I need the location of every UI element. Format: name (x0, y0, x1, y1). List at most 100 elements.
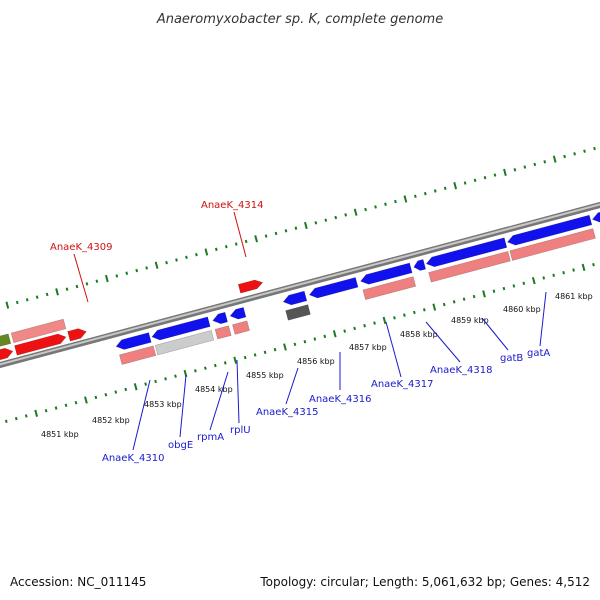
ruler-minor-tick (35, 295, 39, 299)
reverse-gene-arrow (212, 311, 228, 325)
leader-gata (539, 291, 547, 347)
leader-anaek-4315 (285, 367, 299, 405)
ruler-major-tick (353, 208, 358, 216)
ruler-minor-tick (334, 215, 338, 220)
genome-track (0, 146, 600, 423)
map-title: Anaeromyxobacter sp. K, complete genome (156, 12, 443, 27)
ruler-major-tick (453, 182, 458, 190)
accession-text: Accession: NC_011145 (10, 575, 146, 589)
ruler-minor-tick (195, 252, 198, 257)
reverse-gene-arrow (115, 332, 152, 350)
ruler-minor-tick (104, 393, 108, 397)
ruler-minor-tick (573, 152, 576, 156)
ruler-minor-tick (552, 273, 556, 278)
reverse-gene-arrow (151, 316, 211, 341)
forward-gene-arrow (0, 347, 14, 366)
ruler-minor-tick (25, 298, 29, 302)
reverse-gene-arrow (413, 259, 427, 271)
ruler-minor-tick (593, 146, 596, 151)
ruler-minor-tick (125, 271, 129, 275)
ruler-major-tick (233, 356, 238, 364)
ruler-major-tick (382, 316, 387, 325)
ruler-minor-tick (85, 282, 89, 286)
kbp-label-4853: 4853 kbp (144, 400, 182, 409)
ruler-major-tick (332, 330, 337, 338)
gene-label-gatb: gatB (500, 353, 523, 364)
reverse-gene-arrow (308, 277, 359, 299)
label-leaders (73, 211, 547, 451)
ruler-minor-tick (223, 361, 227, 365)
ruler-minor-tick (513, 168, 517, 172)
ruler-minor-tick (492, 289, 496, 293)
ruler-minor-tick (65, 287, 69, 291)
kbp-label-4860: 4860 kbp (503, 305, 541, 314)
ruler-minor-tick (442, 302, 446, 307)
ruler-major-tick (283, 343, 287, 351)
ruler-minor-tick (213, 363, 217, 368)
ruler-minor-tick (324, 218, 328, 222)
ruler-minor-tick (394, 199, 397, 204)
ruler-minor-tick (253, 353, 257, 357)
ruler-minor-tick (174, 374, 177, 378)
ruler-minor-tick (263, 350, 267, 354)
gene-label-anaek-4315: AnaeK_4315 (256, 407, 318, 418)
ruler-minor-tick (273, 347, 277, 352)
forward-gene-arrow (14, 333, 67, 356)
gene-label-rplu: rplU (230, 425, 251, 436)
ruler-minor-tick (473, 178, 477, 183)
ruler-minor-tick (185, 255, 188, 260)
gene-labels: AnaeK_4309 AnaeK_4314 AnaeK_4310 obgE rp… (50, 200, 550, 464)
kbp-labels: 4851 kbp 4852 kbp 4853 kbp 4854 kbp 4855… (41, 292, 593, 439)
kbp-label-4854: 4854 kbp (195, 385, 233, 394)
ruler-major-tick (403, 195, 408, 203)
ruler-minor-tick (124, 387, 128, 392)
reverse-gene-shadow (214, 325, 232, 340)
ruler-minor-tick (563, 154, 566, 159)
ruler-major-tick (84, 396, 88, 404)
kbp-label-4855: 4855 kbp (246, 371, 284, 380)
ruler-major-tick (552, 155, 557, 163)
leader-rpma (209, 371, 229, 431)
ruler-minor-tick (384, 202, 387, 206)
dark-gene-block (285, 304, 311, 321)
ruler-minor-tick (472, 294, 476, 299)
ruler-minor-tick (293, 342, 297, 347)
ruler-minor-tick (572, 268, 575, 272)
ruler-minor-tick (243, 355, 247, 360)
ruler-minor-tick (502, 286, 506, 291)
ruler-minor-tick (135, 268, 139, 273)
ruler-minor-tick (214, 247, 218, 252)
leader-obge (179, 374, 187, 438)
ruler-minor-tick (114, 390, 118, 394)
ruler-minor-tick (512, 284, 516, 288)
ruler-minor-tick (234, 242, 238, 246)
kbp-label-4856: 4856 kbp (297, 357, 335, 366)
kbp-label-4861: 4861 kbp (555, 292, 593, 301)
ruler-major-tick (432, 303, 437, 311)
reverse-gene-shadow (362, 276, 417, 300)
ruler-minor-tick (244, 239, 248, 244)
ruler-minor-tick (363, 324, 366, 328)
gene-label-obge: obgE (168, 440, 193, 451)
ruler-major-tick (5, 301, 10, 309)
gene-label-anaek-4309: AnaeK_4309 (50, 242, 112, 253)
ruler-minor-tick (94, 395, 98, 400)
gene-label-gata: gatA (527, 348, 550, 359)
ruler-minor-tick (344, 213, 348, 217)
ruler-minor-tick (343, 329, 347, 333)
genome-backbone (0, 192, 600, 379)
ruler-major-tick (104, 274, 109, 283)
ruler-minor-tick (403, 313, 406, 317)
ruler-minor-tick (164, 377, 167, 381)
ruler-minor-tick (592, 262, 595, 267)
ruler-minor-tick (74, 400, 78, 405)
ruler-minor-tick (562, 270, 565, 275)
reverse-gene-arrow (506, 214, 593, 246)
ruler-minor-tick (543, 160, 547, 164)
ruler-minor-tick (433, 189, 437, 193)
ruler-minor-tick (14, 416, 18, 421)
ruler-minor-tick (175, 258, 178, 262)
ruler-major-tick (503, 168, 507, 177)
kbp-label-4859: 4859 kbp (451, 316, 489, 325)
ruler-minor-tick (313, 337, 317, 341)
